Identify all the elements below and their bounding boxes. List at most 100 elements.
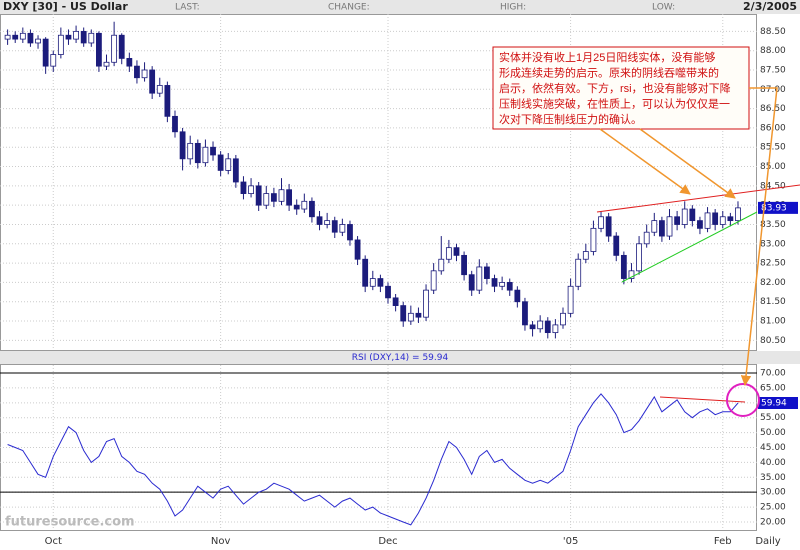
rsi-title: RSI (DXY,14) = 59.94 <box>352 353 449 363</box>
candle-body <box>552 324 559 334</box>
candle-body <box>42 38 49 67</box>
candle-body <box>643 231 650 245</box>
candle-body <box>407 312 414 322</box>
candle-body <box>499 282 506 287</box>
candle-body <box>111 34 118 63</box>
candle-body <box>316 216 323 225</box>
candle-body <box>240 181 247 194</box>
candle-body <box>354 239 361 260</box>
y-tick-label: 82.00 <box>760 278 786 288</box>
y-tick-label: 30.00 <box>760 488 786 498</box>
candle-body <box>704 212 711 229</box>
y-tick-label: 20.00 <box>760 517 786 527</box>
candle-body <box>674 216 681 225</box>
annotation-line: 压制线实施突破，在性质上，可以认为仅仅是一 <box>499 96 730 110</box>
candle-body <box>392 297 399 306</box>
candle-body <box>118 34 125 59</box>
header-bar <box>0 0 800 14</box>
header-low: LOW: <box>652 3 675 13</box>
candle-body <box>278 189 285 202</box>
y-tick-label: 70.00 <box>760 369 786 379</box>
rsi-title-bar <box>0 351 800 364</box>
y-tick-label: 25.00 <box>760 503 786 513</box>
candle-body <box>232 158 239 183</box>
candle-body <box>347 224 353 241</box>
support-line <box>621 211 758 283</box>
y-tick-label: 45.00 <box>760 443 786 453</box>
x-tick-label: Oct <box>45 536 62 547</box>
candle-body <box>689 208 696 222</box>
candle-body <box>369 278 376 287</box>
candle-body <box>194 142 201 164</box>
y-tick-label: 50.00 <box>760 428 786 438</box>
header-date: 2/3/2005 <box>743 0 797 13</box>
candle-body <box>164 85 171 117</box>
candle-body <box>50 54 57 67</box>
price-marker-label: 83.93 <box>761 203 787 213</box>
candle-body <box>202 146 209 164</box>
y-tick-label: 80.50 <box>760 336 786 346</box>
candle-body <box>255 185 262 206</box>
candle-body <box>453 247 460 256</box>
candle-body <box>73 30 79 40</box>
candle-body <box>12 34 19 40</box>
candle-body <box>719 216 726 225</box>
candle-body <box>438 258 445 272</box>
candle-body <box>613 235 620 256</box>
candle-body <box>697 220 703 229</box>
candle-body <box>35 38 41 44</box>
candle-body <box>65 34 72 40</box>
candle-body <box>19 32 26 40</box>
candle-body <box>605 216 612 237</box>
candle-body <box>96 32 102 67</box>
rsi-marker-box <box>758 397 798 410</box>
candle-body <box>514 289 521 303</box>
y-tick-label: 81.00 <box>760 317 786 327</box>
y-tick-label: 88.00 <box>760 46 786 56</box>
candle-body <box>636 243 642 272</box>
candle-body <box>598 216 604 229</box>
candle-body <box>385 285 391 299</box>
rsi-resistance-line <box>659 396 746 403</box>
candle-body <box>80 30 87 44</box>
candle-body <box>103 61 110 67</box>
marks: 83.93 59.94 <box>4 21 798 526</box>
header-title: DXY [30] - US Dollar <box>3 0 128 13</box>
candle-body <box>210 146 216 156</box>
candle-body <box>400 305 407 322</box>
x-tick-label: Dec <box>378 536 397 547</box>
candle-body <box>430 270 437 291</box>
candle-body <box>484 266 490 279</box>
x-tick-label: Feb <box>714 536 732 547</box>
y-tick-label: 85.00 <box>760 162 786 172</box>
candle-body <box>27 32 34 44</box>
price-marker-box <box>758 201 798 214</box>
annotation-box <box>492 46 750 130</box>
candle-body <box>4 34 11 40</box>
candle-body <box>468 274 475 291</box>
candle-body <box>149 69 156 94</box>
watermark: futuresource.com <box>5 515 135 530</box>
candle-body <box>57 34 64 55</box>
candle-body <box>582 251 589 260</box>
annotation-line: 实体并没有收上1月25日阳线实体，没有能够 <box>499 50 715 64</box>
candle-body <box>461 254 467 276</box>
candle-body <box>309 200 315 218</box>
candle-body <box>217 154 224 171</box>
candle-body <box>575 258 582 287</box>
y-tick-label: 83.00 <box>760 239 786 249</box>
candle-body <box>712 212 719 225</box>
y-tick-label: 65.00 <box>760 383 786 393</box>
y-tick-label: 87.50 <box>760 66 786 76</box>
candle-body <box>377 278 384 287</box>
candle-body <box>423 289 429 318</box>
candle-body <box>415 312 422 318</box>
y-tick-label: 81.50 <box>760 297 786 307</box>
candle-body <box>522 301 528 326</box>
candle-body <box>727 216 734 222</box>
candle-body <box>293 204 300 210</box>
candle-body <box>560 312 566 326</box>
y-tick-label: 82.50 <box>760 259 786 269</box>
candle-body <box>126 58 133 67</box>
